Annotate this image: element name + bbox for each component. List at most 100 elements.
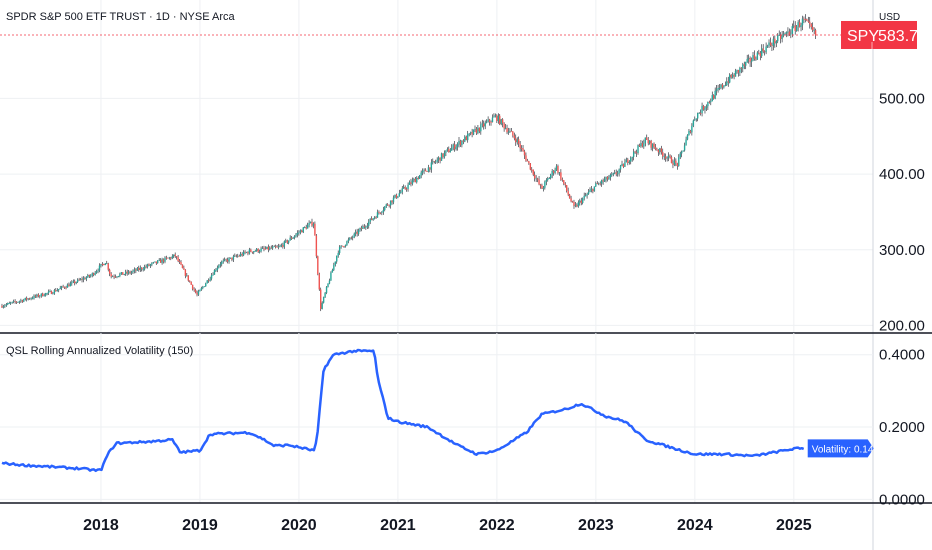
volatility-series-line	[1, 348, 805, 473]
candle-body	[560, 172, 562, 180]
candle-body	[407, 184, 409, 189]
candle-body	[458, 140, 460, 144]
candle-body	[619, 165, 622, 170]
candle-body	[456, 143, 459, 147]
candle-body	[139, 267, 141, 270]
candle-body	[765, 46, 767, 53]
candle-body	[205, 283, 207, 287]
candle-body	[114, 276, 117, 278]
candle-body	[177, 257, 179, 262]
candle-body	[750, 60, 753, 63]
candle-body	[276, 246, 278, 248]
candle-body	[314, 223, 316, 236]
candle-body	[763, 51, 766, 53]
candle-body	[186, 275, 188, 277]
candle-body	[638, 145, 641, 147]
price-grid	[0, 0, 873, 333]
candle-body	[122, 272, 124, 275]
candle-body	[261, 247, 264, 249]
candle-body	[372, 218, 374, 220]
candle-body	[752, 55, 754, 61]
candle-body	[234, 255, 236, 257]
candle-body	[269, 247, 271, 250]
candle-body	[72, 281, 74, 283]
candle-body	[103, 264, 105, 266]
candle-body	[255, 248, 258, 251]
candle-body	[782, 34, 785, 36]
candle-body	[566, 185, 568, 191]
candle-body	[446, 148, 449, 151]
candle-body	[545, 179, 548, 182]
candle-body	[413, 178, 415, 181]
candle-body	[480, 124, 482, 132]
candle-body	[503, 123, 505, 129]
time-axis-tick-label: 2021	[380, 517, 416, 534]
candle-body	[94, 272, 96, 275]
candle-body	[618, 169, 620, 174]
candle-body	[793, 25, 795, 27]
candle-body	[547, 178, 549, 180]
candle-body	[17, 301, 19, 303]
candle-body	[435, 161, 437, 163]
candle-body	[244, 251, 246, 253]
candle-body	[63, 286, 66, 288]
candle-body	[190, 281, 192, 285]
candle-body	[149, 264, 152, 266]
candle-body	[497, 115, 499, 122]
candle-body	[775, 41, 777, 44]
candle-body	[516, 139, 518, 143]
candle-body	[53, 290, 56, 294]
candle-body	[95, 271, 98, 273]
candle-body	[532, 169, 534, 175]
candle-body	[353, 233, 355, 238]
candle-body	[411, 180, 414, 185]
candle-body	[174, 254, 176, 257]
candle-body	[519, 143, 521, 149]
candle-body	[419, 175, 421, 179]
candle-body	[362, 226, 364, 229]
candle-body	[600, 180, 603, 184]
candle-body	[58, 289, 60, 291]
candle-body	[308, 223, 310, 226]
candle-body	[340, 245, 342, 247]
last-price-badge[interactable]: SPY 583.77	[841, 20, 927, 66]
candle-body	[785, 32, 788, 34]
candle-body	[672, 163, 674, 165]
candle-body	[788, 31, 791, 35]
candle-body	[660, 148, 663, 153]
price-pane[interactable]: SPDR S&P 500 ETF TRUST · 1D · NYSE Arca	[0, 0, 873, 333]
candle-body	[280, 245, 283, 247]
candle-body	[800, 25, 802, 28]
candle-body	[787, 31, 789, 33]
candle-body	[536, 178, 539, 180]
volatility-tick-label: 0.2000	[879, 419, 925, 436]
candle-body	[426, 171, 428, 172]
candle-body	[312, 223, 315, 226]
candle-body	[592, 188, 594, 192]
candle-body	[386, 204, 389, 206]
volatility-pane[interactable]: QSL Rolling Annualized Volatility (150) …	[0, 333, 879, 503]
candle-body	[410, 182, 412, 185]
candle-body	[554, 169, 556, 173]
candle-body	[349, 237, 351, 240]
candle-body	[154, 261, 156, 263]
candle-body	[39, 295, 41, 297]
candle-body	[774, 38, 776, 44]
candle-body	[199, 289, 201, 292]
candle-body	[4, 305, 6, 307]
time-axis[interactable]: 2018 2019 2020 2021 2022 2023 2024 2025	[83, 517, 812, 534]
candle-body	[478, 127, 481, 132]
candle-body	[239, 253, 242, 256]
candle-body	[344, 245, 347, 247]
candle-body	[129, 271, 131, 274]
candle-body	[74, 281, 76, 284]
candle-body	[44, 293, 47, 296]
candle-body	[209, 278, 211, 281]
candle-body	[148, 264, 150, 266]
candle-body	[630, 158, 632, 162]
volatility-axis[interactable]: 0.4000 0.2000 0.0000	[879, 347, 925, 509]
candle-body	[183, 268, 185, 270]
candle-body	[46, 292, 48, 294]
candle-body	[277, 246, 280, 248]
price-axis[interactable]: USD 200.00 300.00 400.00 500.00 SPY 583.77	[841, 0, 927, 550]
